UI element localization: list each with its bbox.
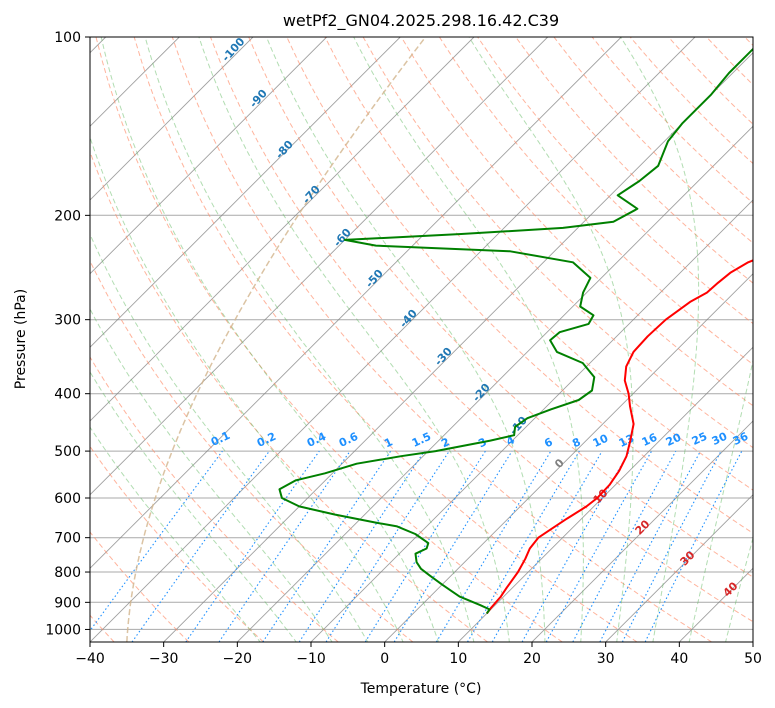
moist-adiabat [90, 135, 404, 642]
dry-adiabat [324, 37, 753, 491]
moist-adiabat [90, 233, 369, 642]
x-axis-ticks: −40 −30 −20 −10 0 10 20 30 40 50 [75, 642, 762, 667]
dry-adiabats [90, 37, 753, 642]
mixing-ratio-line [262, 450, 392, 642]
mixing-ratio-label: 20 [664, 431, 684, 449]
y-tick-label: 900 [54, 595, 81, 611]
chart-title: wetPf2_GN04.2025.298.16.42.C39 [283, 11, 559, 31]
isotherm-20 [531, 420, 753, 642]
isotherm--30 [163, 52, 753, 642]
moist-adiabat [725, 536, 753, 642]
moist-adiabat [144, 37, 475, 642]
mixing-ratio-line [393, 450, 513, 642]
moist-adiabat [90, 308, 333, 642]
dry-adiabat [400, 37, 753, 407]
y-tick-label: 400 [54, 387, 81, 403]
x-tick-label: −20 [223, 651, 253, 667]
x-tick-label: 50 [744, 651, 762, 667]
dry-adiabat [90, 150, 488, 642]
isotherm-0 [384, 273, 753, 642]
sounding-profiles [278, 47, 753, 615]
isotherm--80 [90, 37, 401, 348]
dry-adiabat [90, 259, 414, 642]
x-tick-label: 40 [670, 651, 688, 667]
temperature-profile [485, 259, 753, 615]
mixing-ratio-label: 16 [640, 431, 660, 449]
y-tick-label: 200 [54, 208, 81, 224]
dry-adiabat [95, 37, 563, 642]
plot-area: -100-90-80-70-60-50-40-30-20-100.1 0.2 0.4… [90, 37, 753, 642]
y-tick-label: 100 [54, 30, 81, 46]
moist-adiabats [90, 37, 753, 642]
isotherm--50 [90, 37, 622, 569]
dry-adiabat [90, 531, 190, 642]
dry-adiabat [438, 37, 753, 366]
isotherm--20 [236, 125, 753, 642]
mixing-ratio-label: 10 [591, 432, 611, 450]
isotherm--70 [90, 37, 475, 422]
dry-adiabat [210, 37, 753, 623]
moist-adiabat [620, 37, 700, 642]
mixing-ratio-line [218, 450, 351, 642]
isotherm-30 [605, 494, 753, 642]
mixing-ratio-line [545, 450, 653, 642]
x-tick-label: −10 [296, 651, 326, 667]
dry-adiabat [248, 37, 753, 578]
dewpoint-profile [278, 47, 753, 615]
isotherm-10 [457, 346, 753, 642]
y-axis-label: Pressure (hPa) [13, 289, 29, 389]
isotherm--60 [90, 37, 549, 496]
mixing-ratio-lines [90, 450, 743, 642]
dry-adiabat [171, 37, 712, 642]
mixing-ratio-line [298, 450, 425, 642]
dry-adiabat [515, 37, 753, 284]
plot-frame [89, 36, 754, 643]
moist-adiabat [468, 37, 634, 642]
mixing-ratio-line [185, 450, 320, 642]
tan-reference-curve [126, 37, 427, 642]
dry-adiabat [133, 37, 638, 642]
dry-adiabat [90, 356, 339, 642]
mixing-ratio-line [644, 450, 743, 642]
moist-adiabat [100, 37, 440, 642]
moist-adiabat [688, 358, 753, 642]
mixing-ratio-line [90, 450, 223, 632]
x-tick-label: 30 [597, 651, 615, 667]
y-tick-label: 1000 [45, 622, 81, 638]
mixing-ratio-line [131, 450, 270, 642]
mixing-ratio-line [572, 450, 677, 642]
mixing-ratio-label: 25 [690, 430, 709, 448]
mixing-ratio-line [325, 450, 450, 642]
isotherm--100 [90, 37, 254, 201]
x-tick-label: 0 [380, 651, 389, 667]
mixing-ratio-line [521, 450, 630, 642]
isotherm--40 [90, 37, 696, 642]
x-tick-label: 20 [523, 651, 541, 667]
x-tick-label: −40 [75, 651, 105, 667]
y-axis-ticks: 100 200 300 400 500 600 700 800 900 1000 [45, 30, 90, 638]
y-tick-label: 800 [54, 565, 81, 581]
moist-adiabat [90, 426, 261, 642]
mixing-ratio-label: 36 [731, 430, 751, 448]
isotherm--90 [90, 37, 328, 275]
x-tick-label: 10 [449, 651, 467, 667]
zero-isotherm-curve [126, 37, 427, 642]
dry-adiabat [90, 445, 264, 642]
moist-adiabat [266, 37, 546, 642]
y-tick-label: 500 [54, 444, 81, 460]
y-tick-label: 300 [54, 313, 81, 329]
x-tick-label: −30 [149, 651, 179, 667]
x-axis-label: Temperature (°C) [360, 681, 482, 697]
y-tick-label: 600 [54, 491, 81, 507]
moist-adiabat [198, 37, 510, 642]
y-tick-label: 700 [54, 531, 81, 547]
isotherm-gridlines [90, 37, 753, 642]
mixing-ratio-label: 30 [710, 430, 730, 448]
